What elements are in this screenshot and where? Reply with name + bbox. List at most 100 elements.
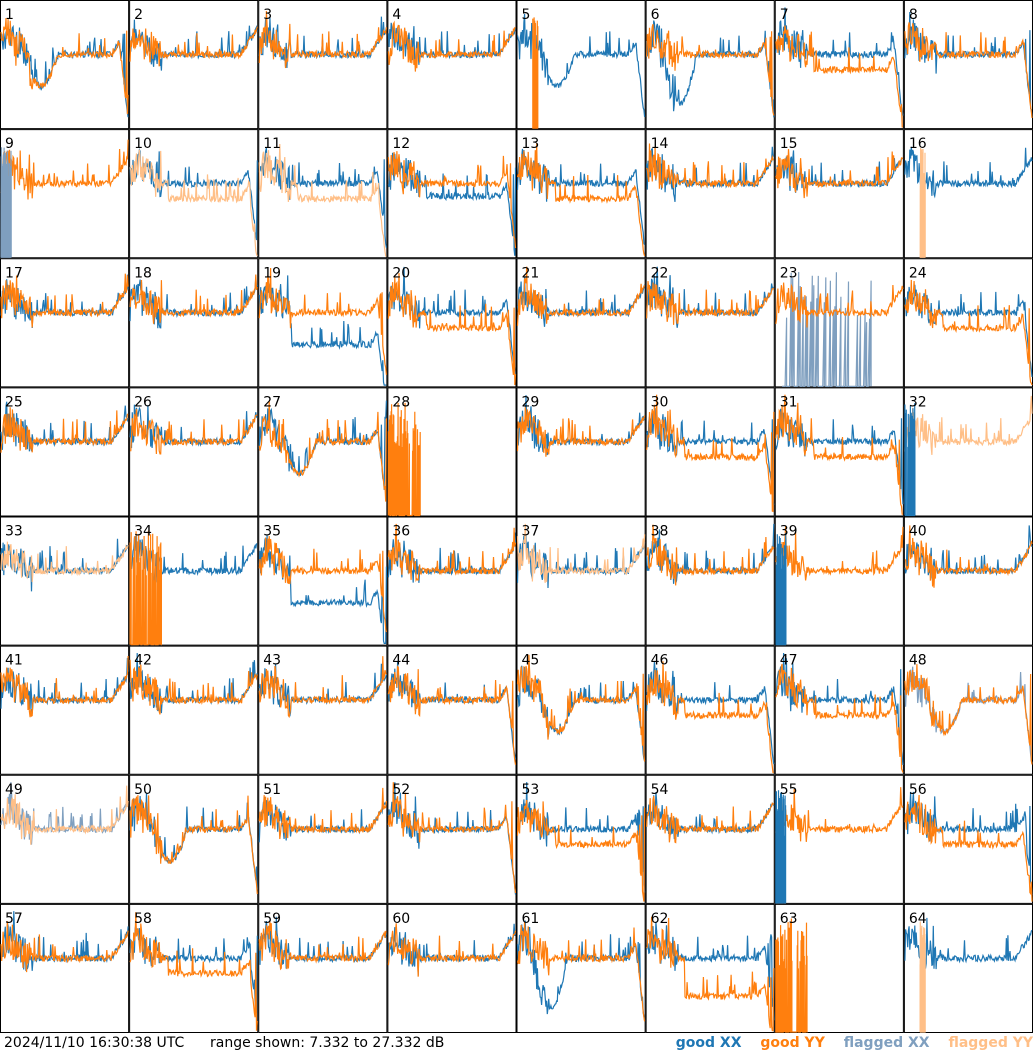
- trace-yy: [775, 148, 904, 199]
- panel-label: 35: [263, 524, 281, 540]
- trace-yy: [387, 151, 517, 249]
- panel-frame: [774, 258, 904, 388]
- trace-yy: [919, 921, 926, 1033]
- panel-13: 13: [516, 129, 646, 259]
- panel-label: 25: [5, 394, 23, 410]
- panel-48: 48: [903, 645, 1033, 775]
- panel-57: 57: [0, 903, 130, 1033]
- panel-frame: [903, 0, 1033, 130]
- panel-label: 55: [780, 782, 798, 798]
- trace-yy: [646, 795, 775, 844]
- trace-yy: [129, 274, 258, 324]
- trace-yy: [387, 523, 517, 583]
- trace-yy: [0, 655, 129, 718]
- trace-xx: [387, 782, 517, 895]
- panel-label: 8: [909, 7, 918, 23]
- trace-yy: [129, 912, 258, 1031]
- panel-label: 1: [5, 7, 14, 23]
- panel-label: 17: [5, 265, 23, 281]
- panel-label: 16: [909, 136, 927, 152]
- trace-yy: [516, 921, 646, 1022]
- panel-frame: [258, 258, 388, 388]
- panel-26: 26: [129, 387, 259, 517]
- panel-16: 16: [903, 129, 1033, 259]
- panel-11: 11: [258, 129, 388, 259]
- panel-frame: [0, 387, 130, 517]
- panel-61: 61: [516, 903, 646, 1033]
- trace-yy: [258, 143, 387, 257]
- panel-label: 5: [522, 7, 531, 23]
- trace-yy: [258, 656, 387, 719]
- panel-33: 33: [0, 516, 130, 646]
- panel-frame: [645, 258, 775, 388]
- panel-label: 32: [909, 394, 927, 410]
- trace-yy: [646, 24, 775, 116]
- panel-39: 39: [774, 516, 904, 646]
- legend-good-yy: good YY: [760, 1035, 825, 1051]
- trace-xx: [516, 276, 646, 327]
- legend-good-xx: good XX: [675, 1035, 742, 1051]
- panel-24: 24: [903, 258, 1033, 388]
- panel-41: 41: [0, 645, 130, 775]
- panel-label: 47: [780, 653, 798, 669]
- panel-frame: [0, 258, 130, 388]
- panel-18: 18: [129, 258, 259, 388]
- trace-xx: [0, 147, 12, 258]
- trace-yy: [646, 394, 775, 513]
- panel-frame: [645, 0, 775, 130]
- trace-xx: [904, 917, 1033, 970]
- panel-55: 55: [774, 774, 904, 904]
- panel-32: 32: [903, 387, 1033, 517]
- panel-label: 18: [134, 265, 152, 281]
- trace-yy: [532, 17, 539, 129]
- panel-28: 28: [387, 387, 517, 517]
- panel-45: 45: [516, 645, 646, 775]
- panel-label: 26: [134, 394, 152, 410]
- panel-1: 1: [0, 0, 130, 130]
- panel-label: 48: [909, 653, 927, 669]
- panel-7: 7: [774, 0, 904, 130]
- panel-21: 21: [516, 258, 646, 388]
- panel-frame: [645, 774, 775, 904]
- panel-17: 17: [0, 258, 130, 388]
- panel-label: 44: [392, 653, 410, 669]
- panel-31: 31: [774, 387, 904, 517]
- trace-yy: [646, 661, 774, 774]
- panel-42: 42: [129, 645, 259, 775]
- trace-xx: [0, 911, 129, 971]
- panel-37: 37: [516, 516, 646, 646]
- panel-34: 34: [129, 516, 259, 646]
- panel-label: 39: [780, 524, 798, 540]
- trace-xx: [775, 532, 787, 646]
- panel-label: 43: [263, 653, 281, 669]
- panel-label: 37: [522, 524, 540, 540]
- panel-label: 27: [263, 394, 281, 410]
- panel-label: 13: [522, 136, 540, 152]
- trace-yy: [258, 535, 387, 633]
- panel-frame: [387, 258, 517, 388]
- panel-frame: [903, 774, 1033, 904]
- footer: 2024/11/10 16:30:38 UTC range shown: 7.3…: [0, 1033, 1033, 1053]
- panel-label: 42: [134, 653, 152, 669]
- panel-label: 9: [5, 136, 14, 152]
- trace-xx: [775, 7, 904, 116]
- trace-yy: [387, 665, 517, 765]
- trace-xx: [904, 146, 1033, 199]
- panel-58: 58: [129, 903, 259, 1033]
- panel-label: 7: [780, 7, 789, 23]
- trace-xx: [775, 652, 904, 766]
- panel-35: 35: [258, 516, 388, 646]
- trace-yy: [258, 787, 387, 840]
- trace-yy: [129, 149, 258, 257]
- trace-yy: [0, 541, 129, 583]
- trace-xx: [646, 408, 775, 505]
- panel-frame: [774, 774, 904, 904]
- panel-frame: [516, 903, 646, 1033]
- range-text: range shown: 7.332 to 27.332 dB: [210, 1035, 445, 1051]
- panel-frame: [0, 774, 130, 904]
- trace-yy: [0, 139, 129, 200]
- panel-56: 56: [903, 774, 1033, 904]
- panel-frame: [258, 387, 388, 517]
- panel-frame: [774, 387, 904, 517]
- panel-frame: [129, 129, 259, 259]
